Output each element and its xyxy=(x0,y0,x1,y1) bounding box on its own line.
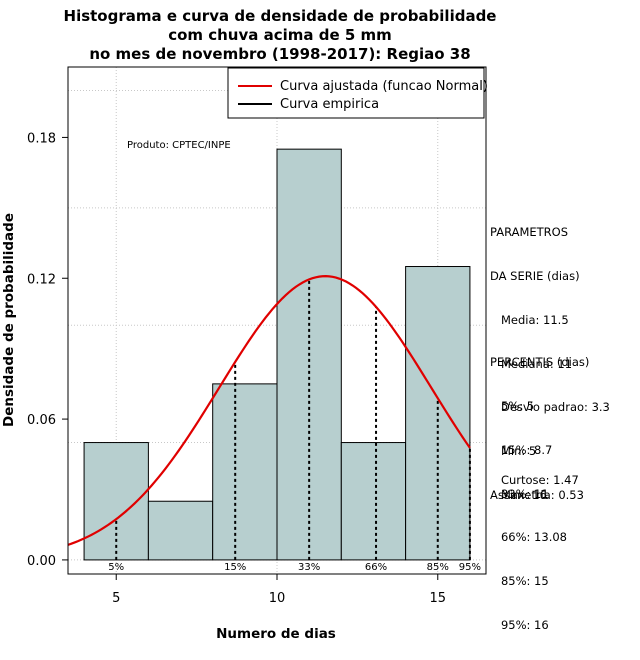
percentile-line: 85%: 15 xyxy=(490,574,549,589)
percentiles-panel: PERCENTIS (dias) 5%: 5 15%: 8.7 33%: 11 … xyxy=(490,326,589,647)
histogram-bar xyxy=(83,442,149,561)
param-line: Media: 11.5 xyxy=(490,312,569,327)
series-parameters: PARAMETROS DA SERIE (dias) Media: 11.5 M… xyxy=(490,196,610,517)
percentile-line: 95%: 16 xyxy=(490,617,549,632)
param-line: Desvio padrao: 3.3 xyxy=(490,400,610,415)
kurtosis-value: Curtose: 1.47 xyxy=(490,473,579,487)
percentile-label: 33% xyxy=(298,562,320,573)
param-line: Max: 16 xyxy=(490,487,547,502)
param-line: PARAMETROS xyxy=(490,225,569,240)
source-annotation: Produto: CPTEC/INPE xyxy=(127,140,231,151)
x-tick-label: 10 xyxy=(269,591,286,606)
y-axis-label: Densidade de probabilidade xyxy=(1,213,17,427)
y-tick-label: 0.06 xyxy=(27,413,56,428)
percentile-label: 15% xyxy=(224,562,246,573)
histogram-bar xyxy=(340,442,407,561)
percentile-line: PERCENTIS (dias) xyxy=(490,355,590,370)
percentile-label: 66% xyxy=(365,562,387,573)
percentile-lines: 5% 15% 33% 66% 85% 95% xyxy=(108,279,481,573)
percentile-label: 5% xyxy=(108,562,124,573)
axes: 5 10 15 0.00 0.06 0.12 0.18 xyxy=(27,131,446,606)
percentile-line: 33%: 11 xyxy=(490,486,549,501)
chart-title-line-3: no mes de novembro (1998-2017): Regiao 3… xyxy=(89,45,471,63)
legend: Curva ajustada (funcao Normal) Curva emp… xyxy=(227,67,488,119)
param-line: DA SERIE (dias) xyxy=(490,268,580,283)
legend-label-normal: Curva ajustada (funcao Normal) xyxy=(280,79,488,94)
histogram-bar xyxy=(212,383,278,561)
percentile-label: 85% xyxy=(427,562,449,573)
y-tick-label: 0.00 xyxy=(27,554,56,569)
chart-title-line-1: Histograma e curva de densidade de proba… xyxy=(63,7,497,25)
x-tick-label: 15 xyxy=(429,591,446,606)
legend-label-empirical: Curva empirica xyxy=(280,97,379,112)
normal-curve-line xyxy=(67,275,471,546)
chart-title-line-2: com chuva acima de 5 mm xyxy=(168,26,392,44)
param-line: Mediana: 11 xyxy=(490,356,573,371)
y-tick-label: 0.12 xyxy=(27,272,56,287)
legend-box xyxy=(227,67,485,119)
param-line: Min: 5 xyxy=(490,444,537,459)
histogram-bar xyxy=(147,500,214,561)
histogram-bars xyxy=(83,148,471,561)
percentile-line: 66%: 13.08 xyxy=(490,530,567,545)
percentile-label: 95% xyxy=(459,562,481,573)
skewness-value: Assimetria: 0.53 xyxy=(490,488,584,502)
percentile-line: 5%: 5 xyxy=(490,398,535,413)
x-tick-label: 5 xyxy=(112,591,120,606)
x-axis-label: Numero de dias xyxy=(216,626,336,642)
percentile-line: 15%: 8.7 xyxy=(490,442,553,457)
y-tick-label: 0.18 xyxy=(27,131,56,146)
